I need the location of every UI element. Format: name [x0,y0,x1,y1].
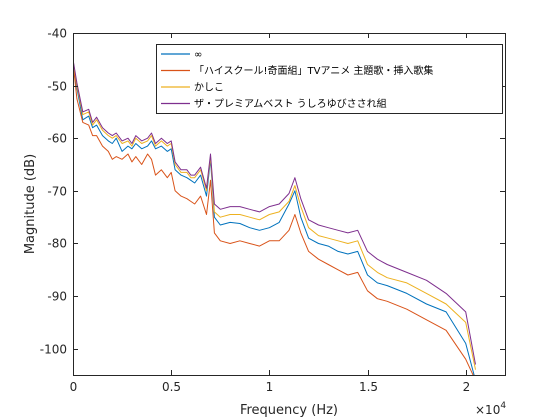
x-tick-label: 0.5 [162,380,181,394]
legend: ∞ 「ハイスクール!奇面組」TVアニメ 主題歌・挿入歌集 かしこ ザ・プレミアム… [156,44,503,114]
x-axis-label: Frequency (Hz) [240,403,338,418]
legend-label: かしこ [194,82,224,94]
x-tick-label: 1.5 [359,380,378,394]
series-lines [73,59,476,375]
legend-entry: ザ・プレミアムベスト うしろゆびさされ組 [161,97,387,110]
legend-label: ザ・プレミアムベスト うしろゆびさされ組 [194,97,387,110]
x-tick-label: 2 [463,380,471,394]
y-tick-labels: -100 -90 -80 -70 -60 -50 -40 [40,27,67,357]
series-line [73,67,475,375]
legend-label: ∞ [194,50,202,61]
legend-entry: ∞ [161,50,202,61]
series-line [73,60,476,370]
y-tick-label: -60 [47,132,67,146]
y-tick-label: -50 [47,80,67,94]
y-tick-label: -100 [40,343,67,357]
x-tick-label: 1 [266,380,274,394]
series-line [73,59,476,365]
y-tick-label: -80 [47,237,67,251]
x-tick-labels: 0 0.5 1 1.5 2 [70,380,471,394]
x-tick-label: 0 [70,380,78,394]
series-line [73,61,474,375]
y-tick-label: -40 [47,27,67,41]
x-axis-exponent: ×104 [475,401,506,417]
y-axis-label: Magnitude (dB) [23,154,38,254]
legend-box [156,44,503,114]
axes-box [73,33,506,376]
y-tick-label: -90 [47,290,67,304]
legend-entry: 「ハイスクール!奇面組」TVアニメ 主題歌・挿入歌集 [161,64,433,77]
legend-entry: かしこ [161,82,224,94]
axes [73,33,506,376]
y-tick-label: -70 [47,185,67,199]
tick-marks [73,33,505,375]
x-axis-exponent-base: ×10 [475,403,500,417]
legend-label: 「ハイスクール!奇面組」TVアニメ 主題歌・挿入歌集 [194,64,433,77]
x-axis-exponent-power: 4 [500,401,506,411]
